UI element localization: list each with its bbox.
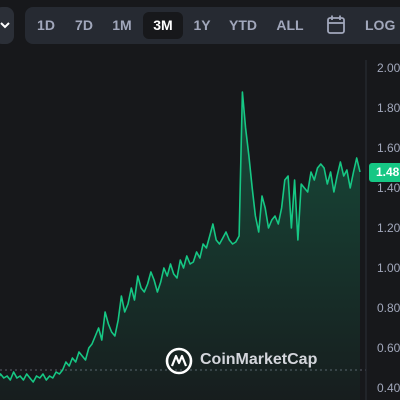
chart-type-dropdown[interactable] [0,7,14,44]
range-button-1d[interactable]: 1D [37,17,55,33]
watermark-text: CoinMarketCap [200,351,318,368]
y-tick-label: 1.40 [377,181,400,195]
price-line [0,91,361,383]
current-price-label: 1.48 [369,163,400,182]
range-button-7d[interactable]: 7D [75,17,93,33]
time-range-selector: 1D 7D 1M 3M 1Y YTD ALL LOG [25,7,400,44]
y-axis: 2.00 1.80 1.60 1.40 1.20 1.00 0.80 0.60 0.40 [377,61,400,395]
y-tick-label: 1.80 [377,101,400,115]
range-button-1m[interactable]: 1M [112,17,132,33]
calendar-icon [327,15,345,34]
chevron-down-icon [0,22,10,29]
calendar-button[interactable] [323,12,349,39]
y-tick-label: 0.60 [377,341,400,355]
coinmarketcap-logo-icon [165,347,193,375]
chart-toolbar: 1D 7D 1M 3M 1Y YTD ALL LOG [0,0,400,50]
range-button-3m[interactable]: 3M [143,12,183,39]
range-button-all[interactable]: ALL [276,17,304,33]
y-tick-label: 0.40 [377,381,400,395]
coinmarketcap-watermark: CoinMarketCap [164,346,317,376]
y-tick-label: 0.80 [377,301,400,315]
y-tick-label: 1.00 [377,261,400,275]
y-tick-label: 2.00 [377,61,400,75]
range-button-ytd[interactable]: YTD [229,17,257,33]
y-tick-label: 1.60 [377,141,400,155]
log-scale-button[interactable]: LOG [365,17,396,33]
y-tick-label: 1.20 [377,221,400,235]
price-area [0,92,360,400]
range-button-1y[interactable]: 1Y [193,17,211,33]
